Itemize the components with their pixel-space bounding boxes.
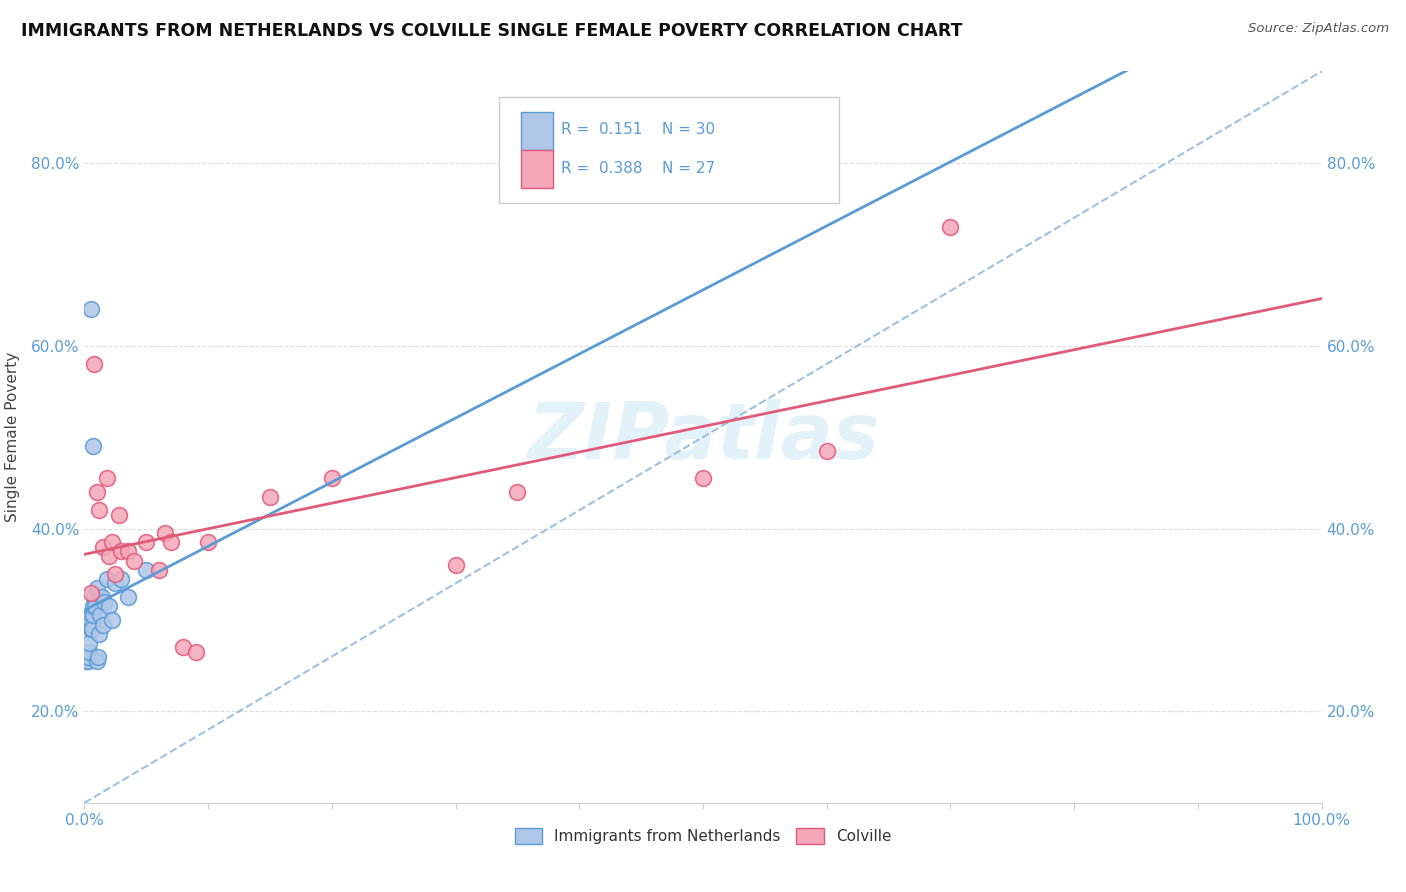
FancyBboxPatch shape <box>499 97 839 203</box>
Point <box>506 485 529 500</box>
Point <box>80 617 103 632</box>
Point <box>83 357 105 371</box>
Point <box>96 572 118 586</box>
Point <box>104 576 127 591</box>
Point <box>86 485 108 500</box>
Point <box>82 599 104 614</box>
Point <box>76 654 98 668</box>
Point <box>79 622 101 636</box>
Point <box>100 535 122 549</box>
Point <box>86 581 108 595</box>
Point <box>172 640 194 655</box>
Point <box>96 471 118 485</box>
FancyBboxPatch shape <box>522 151 554 188</box>
Point <box>79 645 101 659</box>
Point <box>79 636 101 650</box>
Point <box>89 503 111 517</box>
Point <box>100 613 122 627</box>
Point <box>93 594 115 608</box>
Text: R =  0.151    N = 30: R = 0.151 N = 30 <box>561 122 714 137</box>
Point <box>135 535 157 549</box>
Point <box>108 508 131 522</box>
Point <box>79 301 101 317</box>
Point <box>77 649 100 664</box>
Point <box>117 590 139 604</box>
Point <box>148 563 170 577</box>
Point <box>89 608 111 623</box>
Text: R =  0.388    N = 27: R = 0.388 N = 27 <box>561 161 714 176</box>
Point <box>82 439 104 453</box>
Point <box>110 544 132 558</box>
Point <box>79 608 101 623</box>
Point <box>117 544 139 558</box>
FancyBboxPatch shape <box>522 112 554 150</box>
Point <box>79 585 101 599</box>
Point <box>91 617 114 632</box>
Point <box>815 443 838 458</box>
Point <box>87 649 110 664</box>
Point <box>153 526 176 541</box>
Point <box>82 608 104 623</box>
Point <box>90 590 112 604</box>
Point <box>86 654 108 668</box>
Text: IMMIGRANTS FROM NETHERLANDS VS COLVILLE SINGLE FEMALE POVERTY CORRELATION CHART: IMMIGRANTS FROM NETHERLANDS VS COLVILLE … <box>21 22 963 40</box>
Point <box>184 645 207 659</box>
Point <box>122 553 145 567</box>
Text: ZIPatlas: ZIPatlas <box>527 399 879 475</box>
Point <box>110 572 132 586</box>
Point <box>83 590 105 604</box>
Point <box>197 535 219 549</box>
Point <box>160 535 183 549</box>
Y-axis label: Single Female Poverty: Single Female Poverty <box>4 352 20 522</box>
Point <box>444 558 467 573</box>
Point <box>77 654 100 668</box>
Point <box>259 490 281 504</box>
Point <box>98 549 121 563</box>
Point <box>321 471 343 485</box>
Point <box>80 622 103 636</box>
Point <box>104 567 127 582</box>
Text: Source: ZipAtlas.com: Source: ZipAtlas.com <box>1249 22 1389 36</box>
Legend: Immigrants from Netherlands, Colville: Immigrants from Netherlands, Colville <box>509 822 897 850</box>
Point <box>98 599 121 614</box>
Point <box>692 471 714 485</box>
Point <box>91 540 114 554</box>
Point <box>84 599 107 614</box>
Point <box>135 563 157 577</box>
Point <box>89 626 111 640</box>
Point <box>939 219 962 234</box>
